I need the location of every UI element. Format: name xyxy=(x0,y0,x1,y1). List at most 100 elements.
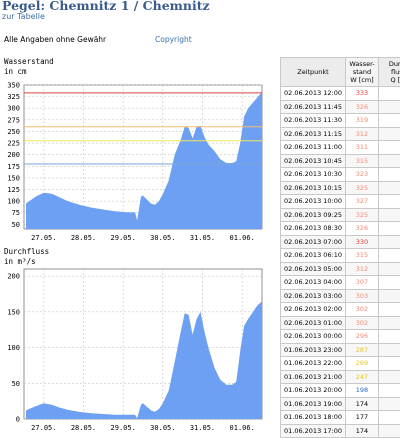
time-cell: 02.06.2013 03:00 xyxy=(280,288,346,303)
flow-cell xyxy=(378,180,400,195)
y-tick-label: 150 xyxy=(7,174,20,182)
flow-cell xyxy=(378,396,400,411)
water-level-cell: 326 xyxy=(345,221,379,236)
disclaimer-text: Alle Angaben ohne Gewähr xyxy=(4,35,107,44)
table-row: 02.06.2013 05:00 312 xyxy=(280,261,400,276)
time-column-header: Zeitpunkt xyxy=(280,57,346,87)
table-body: 02.06.2013 12:00 333 02.06.2013 11:45 326 02… xyxy=(280,86,400,438)
water-level-cell: 311 xyxy=(345,140,379,155)
x-tick-label: 27.05. xyxy=(31,424,56,432)
flow-cell xyxy=(378,221,400,236)
water-level-cell: 325 xyxy=(345,180,379,195)
chart-unit-label: in m³/s xyxy=(4,257,36,266)
flow-cell xyxy=(378,153,400,168)
flow-cell xyxy=(378,194,400,209)
flow-cell xyxy=(378,99,400,114)
time-cell: 02.06.2013 11:30 xyxy=(280,113,346,128)
y-tick-label: 175 xyxy=(7,163,20,171)
flow-cell xyxy=(378,275,400,290)
time-cell: 02.06.2013 09:25 xyxy=(280,207,346,222)
time-cell: 02.06.2013 11:00 xyxy=(280,140,346,155)
flow-cell xyxy=(378,342,400,357)
flow-cell xyxy=(378,423,400,438)
x-tick-label: 31.05. xyxy=(190,424,215,432)
table-row: 02.06.2013 09:25 325 xyxy=(280,207,400,222)
time-cell: 01.06.2013 21:00 xyxy=(280,369,346,384)
time-cell: 02.06.2013 12:00 xyxy=(280,86,346,101)
water-level-cell: 177 xyxy=(345,410,379,425)
page-title: Pegel: Chemnitz 1 / Chemnitz xyxy=(2,0,210,13)
table-row: 01.06.2013 18:00 177 xyxy=(280,410,400,425)
y-tick-label: 200 xyxy=(7,273,20,281)
series-area xyxy=(26,92,262,230)
y-tick-label: 350 xyxy=(7,82,20,90)
chart-title: Durchfluss xyxy=(4,247,49,256)
table-row: 02.06.2013 10:00 327 xyxy=(280,194,400,209)
water-level-column-header-text: Wasser- stand W [cm] xyxy=(349,60,375,84)
x-tick-label: 31.05. xyxy=(190,234,215,242)
time-cell: 01.06.2013 19:00 xyxy=(280,396,346,411)
x-tick-label: 29.05. xyxy=(111,424,136,432)
water-level-cell: 333 xyxy=(345,86,379,101)
table-row: 02.06.2013 11:30 319 xyxy=(280,113,400,128)
x-tick-label: 28.05. xyxy=(71,234,96,242)
y-tick-label: 75 xyxy=(12,209,20,217)
flow-chart: Durchfluss in m³/s 0 50 100 150 200 27.05. 28.05… xyxy=(0,245,268,438)
table-row: 02.06.2013 08:30 326 xyxy=(280,221,400,236)
water-level-cell: 327 xyxy=(345,194,379,209)
time-cell: 02.06.2013 06:10 xyxy=(280,248,346,263)
table-row: 02.06.2013 10:30 323 xyxy=(280,167,400,182)
flow-cell xyxy=(378,383,400,398)
table-row: 01.06.2013 17:00 174 xyxy=(280,423,400,438)
flow-cell xyxy=(378,248,400,263)
time-cell: 02.06.2013 08:30 xyxy=(280,221,346,236)
time-cell: 02.06.2013 01:00 xyxy=(280,315,346,330)
copyright-link[interactable]: Copyright xyxy=(155,35,192,44)
time-cell: 01.06.2013 23:00 xyxy=(280,342,346,357)
table-row: 01.06.2013 19:00 174 xyxy=(280,396,400,411)
water-level-column-header: Wasser- stand W [cm] xyxy=(345,57,379,87)
water-level-cell: 325 xyxy=(345,207,379,222)
water-level-cell: 307 xyxy=(345,275,379,290)
water-level-cell: 247 xyxy=(345,369,379,384)
y-tick-label: 200 xyxy=(7,151,20,159)
table-row: 02.06.2013 10:15 325 xyxy=(280,180,400,195)
flow-column-header-text: Durch fluss Q [m xyxy=(388,60,400,84)
table-row: 02.06.2013 01:00 302 xyxy=(280,315,400,330)
flow-cell xyxy=(378,356,400,371)
water-level-cell: 174 xyxy=(345,396,379,411)
table-row: 02.06.2013 00:00 296 xyxy=(280,329,400,344)
water-level-cell: 315 xyxy=(345,248,379,263)
table-row: 01.06.2013 22:00 269 xyxy=(280,356,400,371)
table-link[interactable]: zur Tabelle xyxy=(2,12,45,21)
table-row: 01.06.2013 20:00 198 xyxy=(280,383,400,398)
water-level-cell: 198 xyxy=(345,383,379,398)
x-tick-label: 27.05. xyxy=(31,234,56,242)
flow-cell xyxy=(378,369,400,384)
chart-title: Wasserstand xyxy=(4,57,54,66)
water-level-cell: 326 xyxy=(345,99,379,114)
time-cell: 02.06.2013 02:00 xyxy=(280,302,346,317)
time-cell: 02.06.2013 05:00 xyxy=(280,261,346,276)
flow-cell xyxy=(378,207,400,222)
measurement-table: Zeitpunkt Wasser- stand W [cm] Durch flu… xyxy=(280,57,400,438)
table-row: 02.06.2013 03:00 303 xyxy=(280,288,400,303)
table-row: 02.06.2013 11:45 326 xyxy=(280,99,400,114)
table-row: 02.06.2013 04:00 307 xyxy=(280,275,400,290)
time-cell: 02.06.2013 00:00 xyxy=(280,329,346,344)
water-level-cell: 302 xyxy=(345,302,379,317)
flow-cell xyxy=(378,315,400,330)
table-row: 01.06.2013 23:00 287 xyxy=(280,342,400,357)
x-tick-label: 30.05. xyxy=(150,234,175,242)
measurement-table-container[interactable]: Zeitpunkt Wasser- stand W [cm] Durch flu… xyxy=(280,57,400,438)
table-row: 02.06.2013 07:00 330 xyxy=(280,234,400,249)
flow-cell xyxy=(378,302,400,317)
x-tick-label: 30.05. xyxy=(150,424,175,432)
time-cell: 02.06.2013 10:15 xyxy=(280,180,346,195)
flow-cell xyxy=(378,140,400,155)
water-level-cell: 315 xyxy=(345,153,379,168)
series-area xyxy=(26,301,262,419)
table-row: 02.06.2013 12:00 333 xyxy=(280,86,400,101)
water-level-cell: 319 xyxy=(345,113,379,128)
